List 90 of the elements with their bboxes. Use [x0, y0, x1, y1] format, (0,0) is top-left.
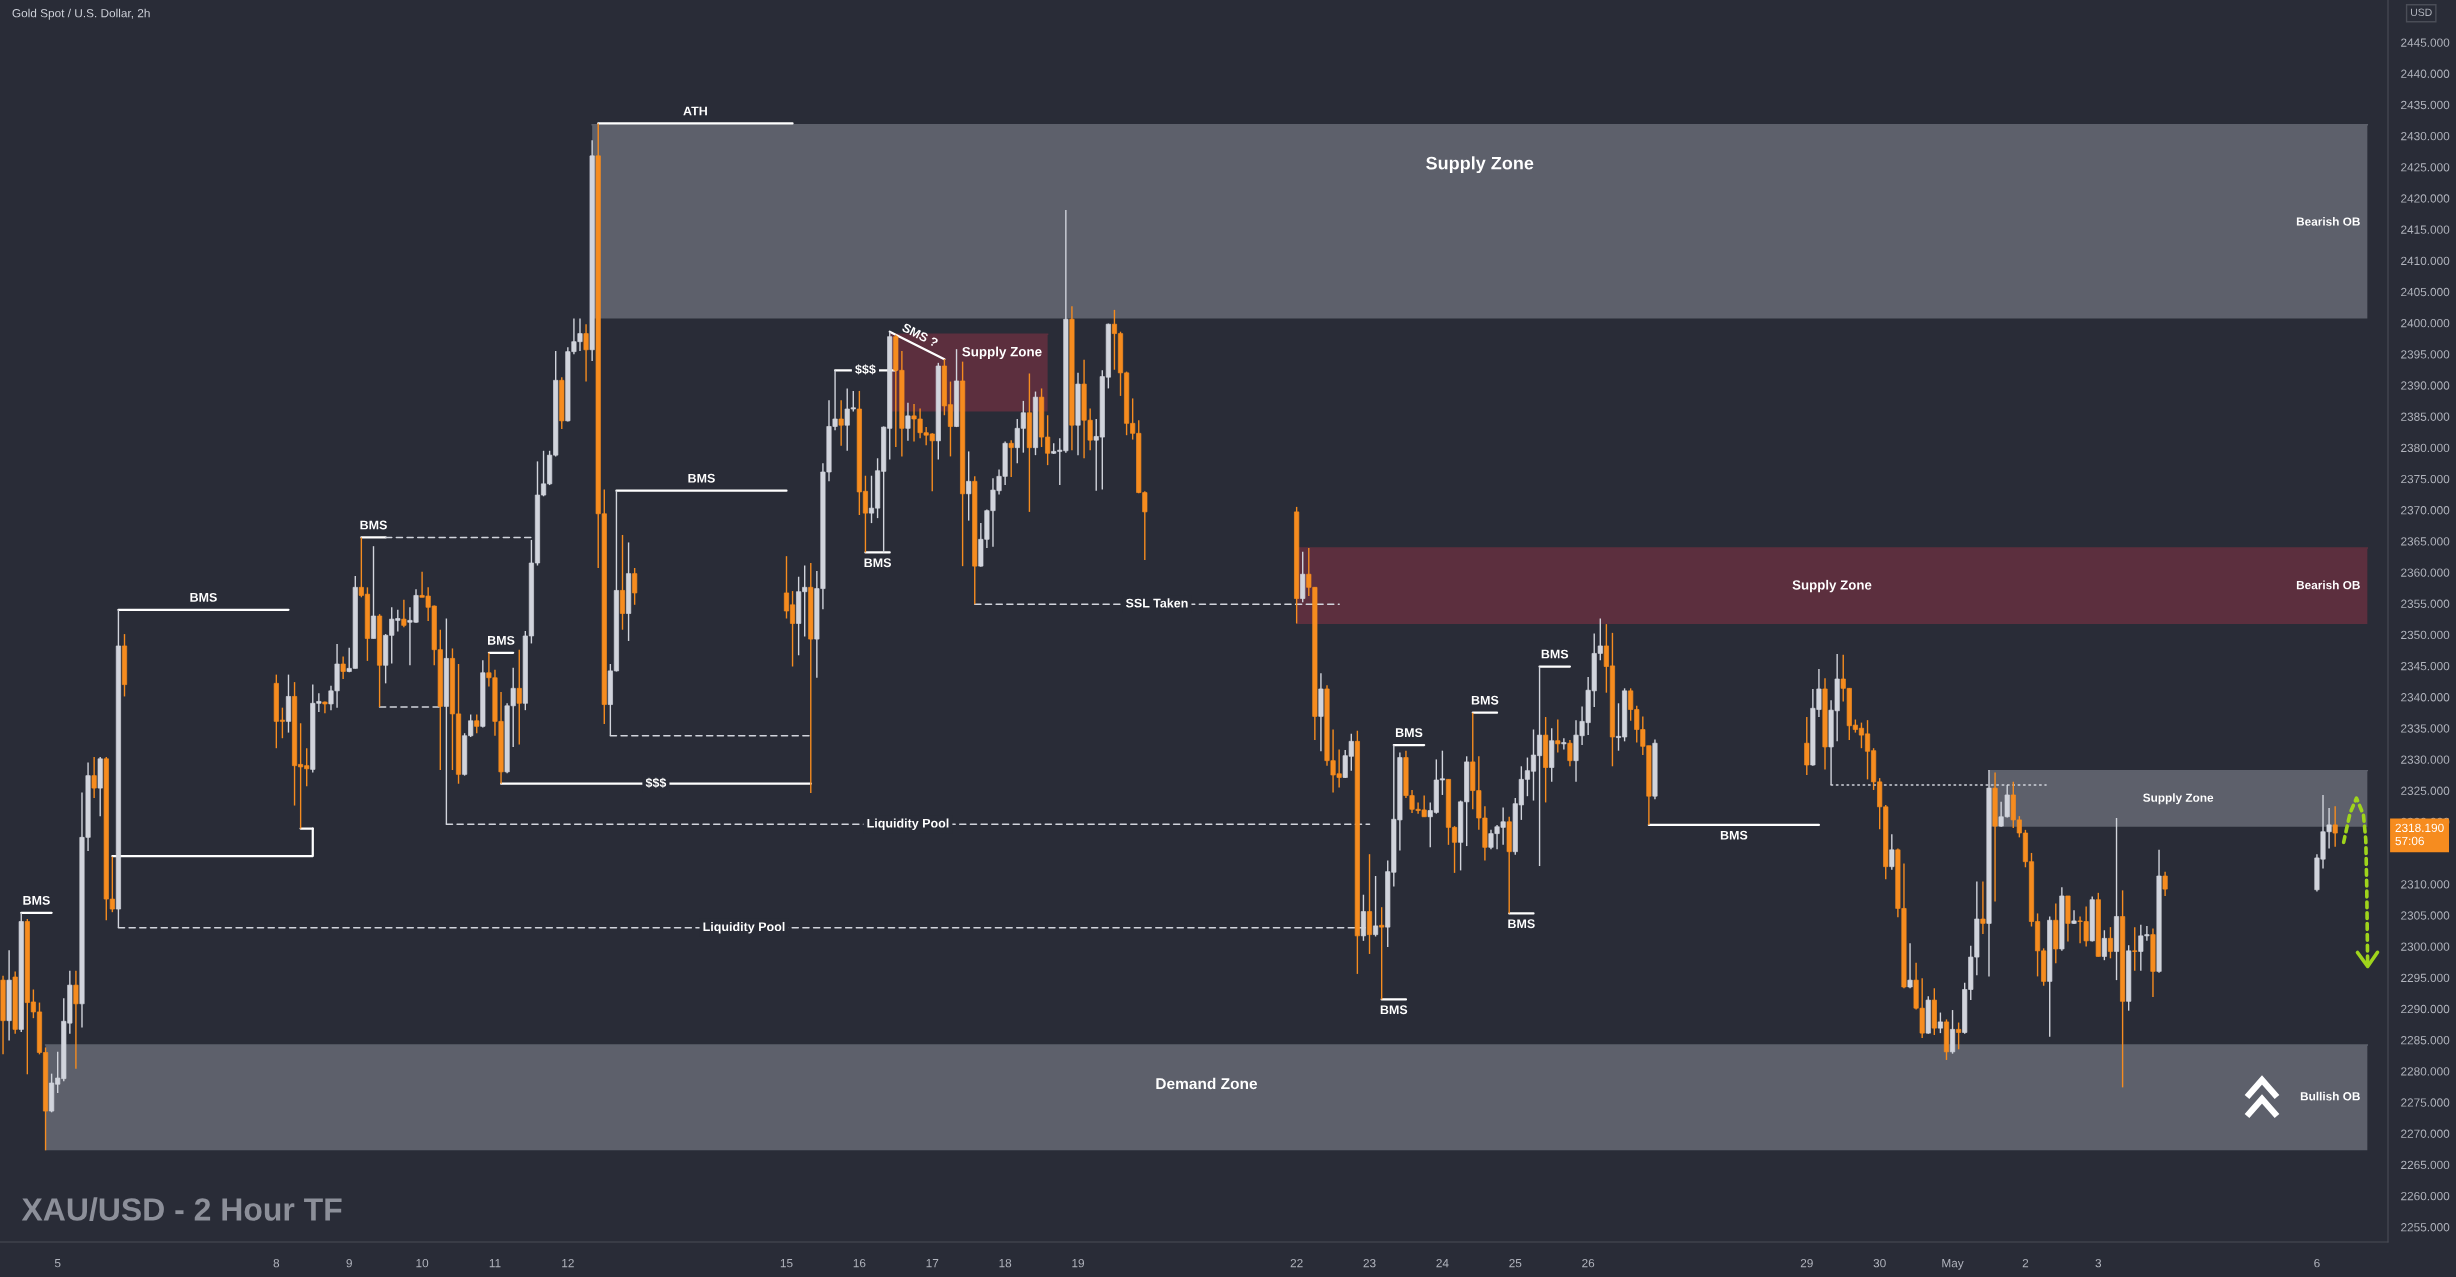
y-tick-label: 2410.000 — [2401, 256, 2450, 266]
y-tick-label: 2400.000 — [2401, 319, 2450, 328]
y-tick-label: 2430.000 — [2401, 131, 2450, 141]
x-tick-label: 12 — [562, 1258, 574, 1268]
y-tick-label: 2385.000 — [2401, 412, 2450, 421]
y-tick-label: 2340.000 — [2401, 693, 2450, 702]
x-tick-label: 22 — [1290, 1258, 1303, 1268]
series-label: BMS — [1508, 919, 1535, 929]
y-tick-label: 2445.000 — [2401, 38, 2450, 47]
y-tick-label: 2360.000 — [2401, 568, 2450, 577]
x-tick-label: 15 — [780, 1259, 793, 1268]
y-tick-label: 2295.000 — [2401, 973, 2450, 983]
series-label: BMS — [190, 592, 217, 602]
y-tick-label: 2415.000 — [2401, 225, 2450, 234]
y-tick-label: 2425.000 — [2401, 163, 2450, 172]
y-tick-label: 2370.000 — [2401, 506, 2450, 515]
y-tick-label: 2300.000 — [2401, 942, 2450, 951]
x-tick-label: 6 — [2314, 1258, 2320, 1268]
series-label: BMS — [1720, 830, 1748, 840]
y-tick-label: 2280.000 — [2401, 1067, 2450, 1076]
series-label: Liquidity Pool — [703, 921, 785, 934]
series-label: BMS — [23, 895, 50, 905]
x-tick-label: 5 — [54, 1259, 61, 1268]
y-tick-label: 2305.000 — [2401, 911, 2450, 920]
x-tick-label: 8 — [273, 1258, 280, 1268]
y-tick-label: 2380.000 — [2401, 443, 2450, 453]
series-label: $$$ — [855, 364, 876, 375]
series-label: BMS — [1541, 649, 1569, 659]
x-tick-label: 23 — [1363, 1258, 1376, 1268]
y-tick-label: 2390.000 — [2401, 381, 2450, 390]
series-label: BMS — [1395, 728, 1423, 738]
y-tick-label: 2440.000 — [2401, 69, 2450, 78]
series-label: SSL Taken — [1125, 598, 1188, 608]
series-label: Liquidity Pool — [867, 818, 949, 831]
y-tick-label: 2260.000 — [2401, 1191, 2450, 1201]
text: Demand Zone — [1156, 1077, 1258, 1090]
y-tick-label: 2395.000 — [2401, 350, 2450, 359]
y-tick-label: 2355.000 — [2401, 599, 2450, 608]
y-tick-label: 2270.000 — [2401, 1129, 2450, 1138]
x-tick-label: 2 — [2022, 1258, 2029, 1268]
y-tick-label: 2325.000 — [2401, 786, 2450, 795]
y-tick-label: 2290.000 — [2401, 1004, 2450, 1014]
x-tick-label: 16 — [853, 1258, 866, 1268]
text: Supply Zone — [1792, 579, 1872, 593]
y-tick-label: 2265.000 — [2401, 1160, 2450, 1170]
x-tick-label: 10 — [416, 1258, 429, 1268]
annotation: Bullish OB — [2300, 1091, 2360, 1101]
text: XAU/USD - 2 Hour TF — [21, 1197, 342, 1222]
x-tick-label: 30 — [1873, 1258, 1886, 1268]
y-tick-label: 2405.000 — [2401, 287, 2450, 297]
series-label: Supply Zone — [2143, 793, 2214, 805]
x-tick-label: 26 — [1582, 1258, 1595, 1268]
y-tick-label: 2365.000 — [2401, 537, 2450, 546]
y-tick-label: 2335.000 — [2401, 724, 2450, 733]
series-label: BMS — [1380, 1005, 1408, 1015]
x-tick-label: 9 — [346, 1258, 352, 1268]
text: Gold Spot / U.S. Dollar, 2h — [12, 8, 150, 20]
y-tick-label: 2375.000 — [2401, 474, 2450, 484]
x-tick-label: 3 — [2095, 1258, 2102, 1268]
x-tick-label: 11 — [489, 1259, 501, 1268]
series-label: Supply Zone — [1426, 156, 1534, 174]
series-label: BMS — [487, 635, 515, 645]
y-tick-label: 2420.000 — [2401, 194, 2450, 203]
text: SMS ? — [901, 322, 939, 348]
annotation: Bearish OB — [2296, 580, 2360, 590]
y-axis-title: USD — [2411, 8, 2432, 16]
series-label: BMS — [1471, 695, 1499, 705]
y-tick-label: 2345.000 — [2401, 661, 2450, 671]
y-tick-label: 2285.000 — [2401, 1036, 2450, 1045]
x-tick-label: 25 — [1509, 1258, 1522, 1268]
x-tick-label: May — [1942, 1259, 1964, 1270]
y-tick-label: 2310.000 — [2401, 880, 2450, 889]
text: 2318.190 57:06 — [2395, 823, 2444, 846]
series-label: ATH — [683, 106, 707, 116]
x-tick-label: 24 — [1436, 1258, 1449, 1268]
series-label: BMS — [360, 520, 387, 530]
y-tick-label: 2275.000 — [2401, 1098, 2450, 1107]
series-label: BMS — [688, 473, 715, 483]
x-tick-label: 19 — [1072, 1258, 1085, 1268]
x-tick-label: 17 — [926, 1259, 939, 1268]
y-tick-label: 2350.000 — [2401, 630, 2450, 640]
y-tick-label: 2255.000 — [2401, 1223, 2450, 1232]
annotation: Bearish OB — [2296, 217, 2360, 226]
x-tick-label: 29 — [1800, 1258, 1813, 1268]
series-label: BMS — [864, 558, 891, 568]
series-label: $$$ — [645, 777, 667, 788]
series-label: Supply Zone — [962, 346, 1042, 360]
y-tick-label: 2435.000 — [2401, 100, 2450, 110]
y-tick-label: 2330.000 — [2401, 755, 2450, 764]
x-tick-label: 18 — [999, 1258, 1012, 1268]
